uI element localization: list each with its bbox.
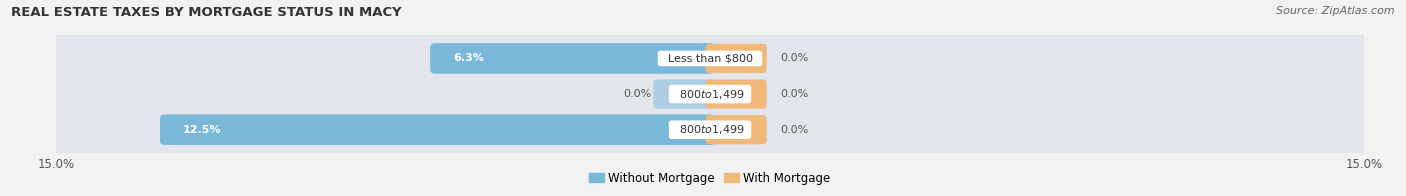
FancyBboxPatch shape (706, 44, 766, 73)
Text: 12.5%: 12.5% (183, 125, 221, 135)
FancyBboxPatch shape (430, 43, 716, 74)
FancyBboxPatch shape (706, 79, 766, 109)
Text: 0.0%: 0.0% (780, 89, 808, 99)
Text: $800 to $1,499: $800 to $1,499 (672, 123, 748, 136)
FancyBboxPatch shape (160, 114, 716, 145)
Text: 0.0%: 0.0% (780, 125, 808, 135)
FancyBboxPatch shape (706, 115, 766, 144)
Text: 6.3%: 6.3% (453, 54, 484, 64)
Legend: Without Mortgage, With Mortgage: Without Mortgage, With Mortgage (589, 172, 831, 185)
FancyBboxPatch shape (53, 64, 1367, 124)
Text: REAL ESTATE TAXES BY MORTGAGE STATUS IN MACY: REAL ESTATE TAXES BY MORTGAGE STATUS IN … (11, 6, 402, 19)
Text: $800 to $1,499: $800 to $1,499 (672, 88, 748, 101)
FancyBboxPatch shape (53, 100, 1367, 160)
FancyBboxPatch shape (654, 79, 714, 109)
Text: 0.0%: 0.0% (623, 89, 651, 99)
Text: Less than $800: Less than $800 (661, 54, 759, 64)
Text: Source: ZipAtlas.com: Source: ZipAtlas.com (1277, 6, 1395, 16)
FancyBboxPatch shape (53, 29, 1367, 88)
Text: 0.0%: 0.0% (780, 54, 808, 64)
